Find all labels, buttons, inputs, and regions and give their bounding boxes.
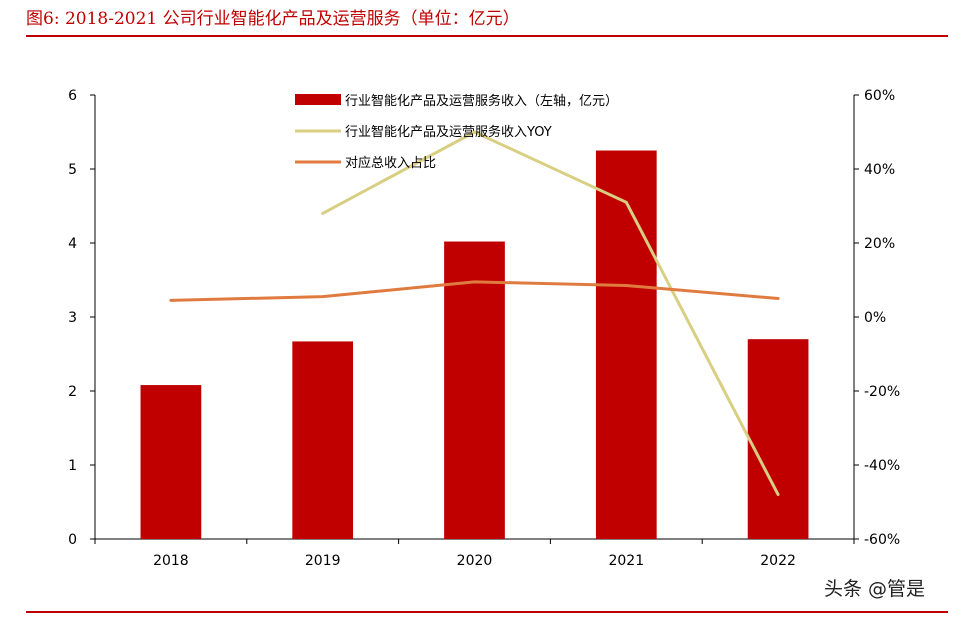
line-series [169,130,780,497]
right-tick-label: 60% [864,88,895,104]
right-tick-label: 20% [864,236,895,252]
right-tick-label: 40% [864,162,895,178]
left-tick-label: 0 [68,532,77,548]
footer-rule [26,611,948,613]
watermark: 头条 @管是 [824,578,926,600]
x-tick-label: 2019 [305,553,341,569]
legend-bar-swatch [295,94,341,105]
revenue-bar [747,339,809,539]
legend-bar-entry: 行业智能化产品及运营服务收入（左轴，亿元） [345,93,618,109]
left-axis: 0 1 2 3 4 5 6 [68,88,96,548]
left-tick-label: 4 [68,236,77,252]
x-tick-label: 2021 [608,553,644,569]
revenue-bar [444,241,505,539]
right-tick-label: 0% [864,310,886,326]
left-tick-label: 1 [68,458,77,474]
legend-yoy-entry: 行业智能化产品及运营服务收入YOY [345,124,552,140]
bar-series [140,150,809,539]
legend-share-entry: 对应总收入占比 [345,155,436,171]
right-tick-label: -40% [864,458,900,474]
left-tick-label: 5 [68,162,77,178]
x-tick-label: 2018 [153,553,189,569]
title-rule [26,35,948,37]
right-tick-label: -60% [864,532,900,548]
yoy-line [321,130,780,497]
revenue-bar [140,385,202,539]
revenue-bar [292,341,354,539]
share-line [169,280,780,302]
revenue-bar [595,150,657,539]
right-axis: -60% -40% -20% 0% 20% 40% 60% [853,88,900,548]
right-tick-label: -20% [864,384,900,400]
x-tick-label: 2020 [457,553,493,569]
left-tick-label: 6 [68,88,77,104]
figure-title: 图6: 2018-2021 公司行业智能化产品及运营服务（单位：亿元） [26,9,520,29]
legend: 行业智能化产品及运营服务收入（左轴，亿元） 行业智能化产品及运营服务收入YOY 对应… [295,93,618,171]
x-tick-label: 2022 [760,553,796,569]
left-tick-label: 3 [68,310,77,326]
x-axis: 2018 2019 2020 2021 2022 [94,538,855,569]
left-tick-label: 2 [68,384,77,400]
